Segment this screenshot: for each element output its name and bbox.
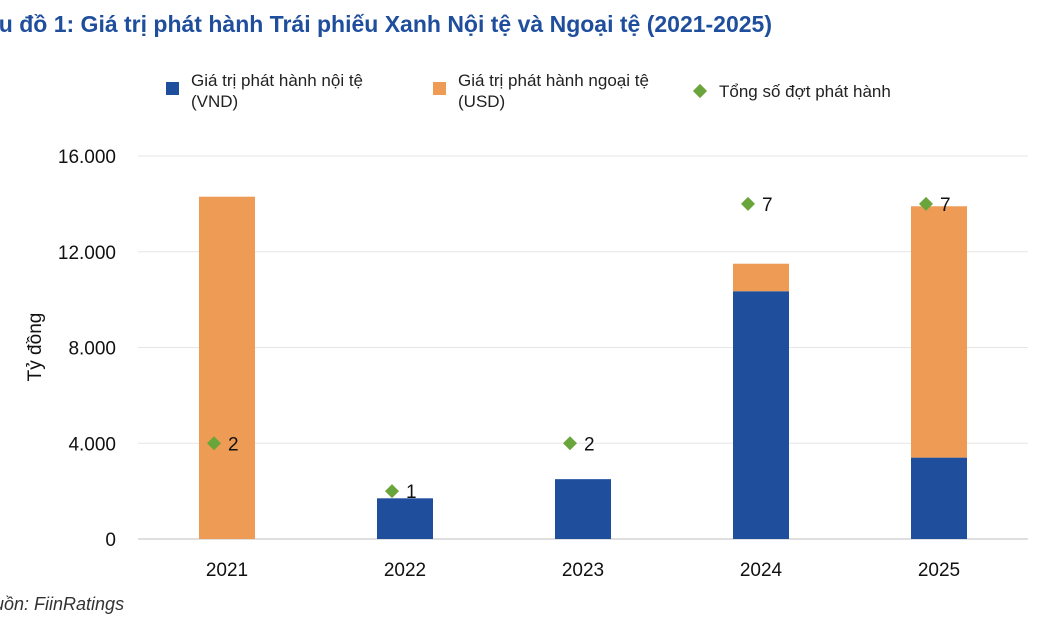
y-tick-label: 0 (105, 530, 116, 551)
y-axis: 0 4.000 8.000 12.000 16.000 (58, 147, 116, 551)
legend-item-foreign: Giá trị phát hành ngoại tệ (USD) (433, 70, 678, 112)
y-axis-label: Tỷ đồng (25, 313, 46, 382)
source-note: uồn: FiinRatings (0, 594, 125, 614)
x-axis: 2021 2022 2023 2024 2025 (206, 560, 960, 581)
bar-domestic-2022 (377, 498, 433, 539)
issuance-marker-2025 (919, 196, 933, 211)
bar-domestic-2025 (911, 457, 967, 539)
bars (199, 196, 967, 539)
legend-label-foreign: Giá trị phát hành ngoại tệ (USD) (458, 71, 649, 111)
bar-domestic-2024 (733, 291, 789, 539)
legend-item-issuances: Tổng số đợt phát hành (692, 70, 891, 102)
chart-title: ểu đồ 1: Giá trị phát hành Trái phiếu Xa… (0, 11, 773, 37)
x-tick-label: 2022 (384, 560, 426, 581)
bar-foreign-2025 (911, 206, 967, 458)
y-tick-label: 4.000 (68, 434, 116, 455)
bar-domestic-2023 (555, 479, 611, 539)
x-tick-label: 2025 (918, 560, 960, 581)
legend: Giá trị phát hành nội tệ (VND) Giá trị p… (0, 0, 1050, 130)
issuance-data-label: 7 (762, 195, 773, 216)
bar-foreign-2024 (733, 263, 789, 292)
issuance-marker-2023 (563, 436, 577, 451)
legend-label-issuances: Tổng số đợt phát hành (719, 82, 891, 101)
legend-swatch-foreign (433, 82, 446, 95)
y-tick-label: 8.000 (68, 339, 116, 360)
issuance-data-label: 1 (406, 482, 417, 503)
issuance-data-label: 7 (940, 195, 951, 216)
issuance-marker-2022 (385, 484, 399, 499)
issuance-marker-2021 (207, 436, 221, 451)
gridlines (138, 155, 1028, 540)
bar-foreign-2021 (199, 196, 255, 539)
x-tick-label: 2024 (740, 560, 783, 581)
issuance-marker-2024 (741, 196, 755, 211)
legend-item-domestic: Giá trị phát hành nội tệ (VND) (166, 70, 401, 112)
x-tick-label: 2023 (562, 560, 604, 581)
chart-plot: 0 4.000 8.000 12.000 16.000 Tỷ đồng 2 1 2 7 7 20… (25, 147, 1028, 581)
legend-label-domestic: Giá trị phát hành nội tệ (VND) (191, 71, 364, 111)
x-tick-label: 2021 (206, 560, 248, 581)
legend-swatch-domestic (166, 82, 179, 95)
y-tick-label: 16.000 (58, 147, 116, 168)
y-tick-label: 12.000 (58, 243, 116, 264)
issuance-markers: 2 1 2 7 7 (207, 195, 951, 503)
issuance-data-label: 2 (584, 434, 595, 455)
issuance-data-label: 2 (228, 434, 239, 455)
